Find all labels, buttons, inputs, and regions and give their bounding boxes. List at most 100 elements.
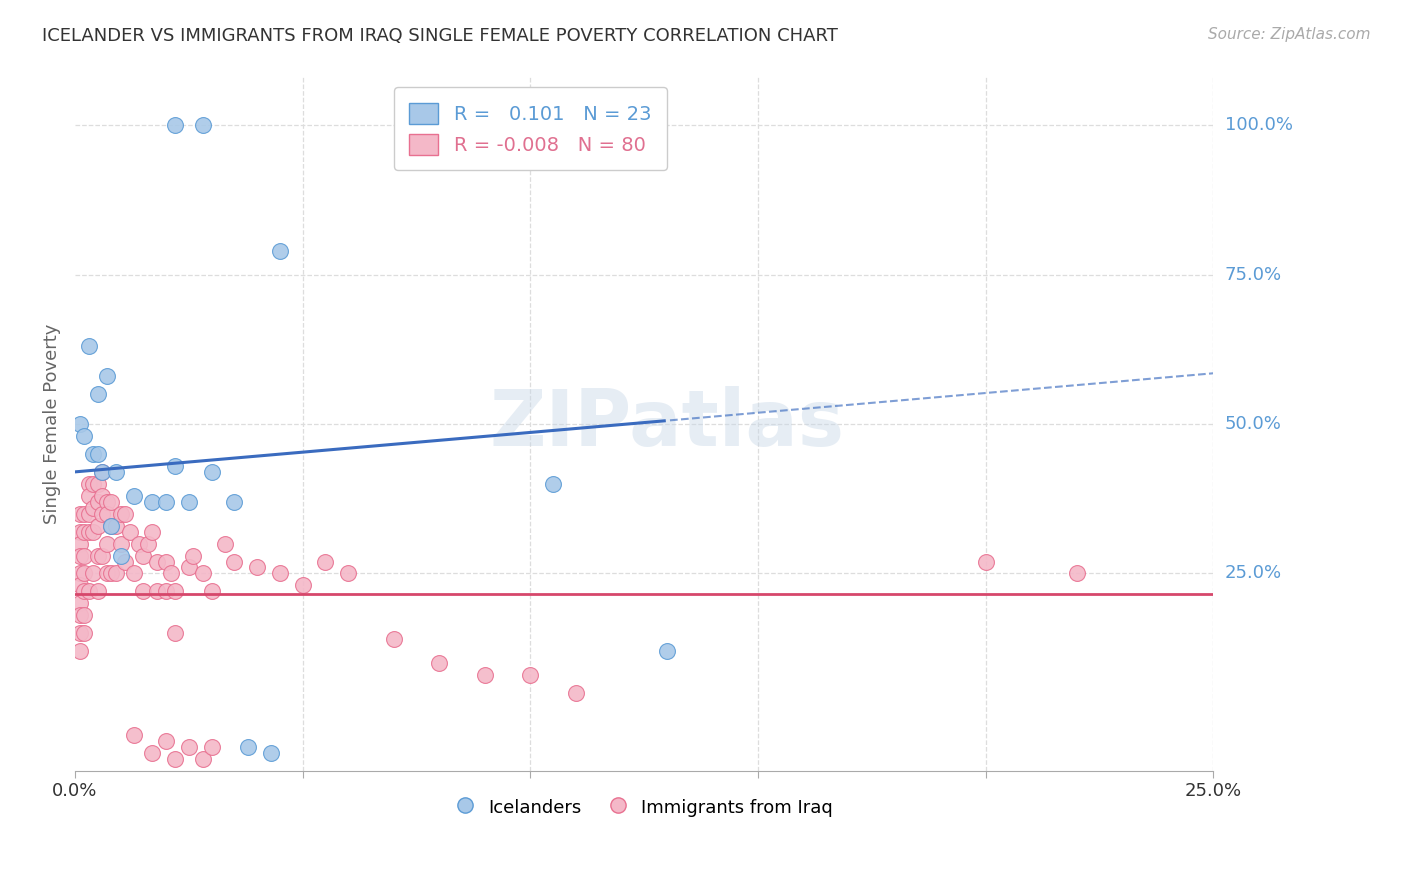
Point	[224, 495, 246, 509]
Point	[73, 608, 96, 623]
Point	[96, 536, 118, 550]
Point	[91, 465, 114, 479]
Point	[382, 632, 405, 647]
Point	[69, 524, 91, 539]
Point	[87, 549, 110, 563]
Point	[73, 626, 96, 640]
Point	[69, 566, 91, 581]
Point	[122, 566, 145, 581]
Point	[100, 495, 122, 509]
Point	[141, 495, 163, 509]
Point	[427, 656, 450, 670]
Point	[104, 518, 127, 533]
Point	[73, 507, 96, 521]
Point	[73, 584, 96, 599]
Point	[73, 524, 96, 539]
Point	[77, 507, 100, 521]
Point	[141, 524, 163, 539]
Point	[91, 549, 114, 563]
Point	[260, 746, 283, 760]
Point	[91, 507, 114, 521]
Point	[214, 536, 236, 550]
Point	[110, 536, 132, 550]
Point	[224, 555, 246, 569]
Point	[69, 644, 91, 658]
Point	[104, 566, 127, 581]
Point	[69, 417, 91, 431]
Point	[96, 495, 118, 509]
Point	[565, 686, 588, 700]
Point	[146, 555, 169, 569]
Point	[82, 524, 104, 539]
Point	[73, 549, 96, 563]
Point	[165, 752, 187, 766]
Point	[314, 555, 336, 569]
Point	[77, 489, 100, 503]
Point	[122, 728, 145, 742]
Point	[155, 734, 177, 748]
Point	[114, 555, 136, 569]
Point	[474, 668, 496, 682]
Point	[69, 608, 91, 623]
Point	[132, 549, 155, 563]
Point	[69, 536, 91, 550]
Point	[191, 566, 214, 581]
Point	[77, 584, 100, 599]
Point	[141, 746, 163, 760]
Point	[155, 495, 177, 509]
Point	[69, 507, 91, 521]
Point	[82, 500, 104, 515]
Point	[87, 495, 110, 509]
Point	[236, 739, 259, 754]
Text: 75.0%: 75.0%	[1225, 266, 1282, 284]
Point	[69, 549, 91, 563]
Point	[73, 429, 96, 443]
Point	[155, 584, 177, 599]
Point	[177, 560, 200, 574]
Point	[100, 518, 122, 533]
Point	[87, 447, 110, 461]
Point	[519, 668, 541, 682]
Point	[96, 369, 118, 384]
Text: ZIPatlas: ZIPatlas	[489, 386, 845, 462]
Point	[132, 584, 155, 599]
Point	[201, 584, 224, 599]
Point	[77, 339, 100, 353]
Point	[165, 458, 187, 473]
Point	[77, 476, 100, 491]
Text: 100.0%: 100.0%	[1225, 116, 1292, 135]
Point	[201, 465, 224, 479]
Point	[291, 578, 314, 592]
Point	[110, 549, 132, 563]
Point	[87, 584, 110, 599]
Point	[165, 584, 187, 599]
Point	[110, 507, 132, 521]
Point	[82, 476, 104, 491]
Point	[183, 549, 205, 563]
Point	[146, 584, 169, 599]
Point	[87, 387, 110, 401]
Point	[82, 447, 104, 461]
Point	[69, 578, 91, 592]
Point	[974, 555, 997, 569]
Point	[541, 476, 564, 491]
Text: ICELANDER VS IMMIGRANTS FROM IRAQ SINGLE FEMALE POVERTY CORRELATION CHART: ICELANDER VS IMMIGRANTS FROM IRAQ SINGLE…	[42, 27, 838, 45]
Text: 25.0%: 25.0%	[1225, 565, 1282, 582]
Point	[114, 507, 136, 521]
Point	[155, 555, 177, 569]
Text: Source: ZipAtlas.com: Source: ZipAtlas.com	[1208, 27, 1371, 42]
Point	[655, 644, 678, 658]
Point	[165, 118, 187, 132]
Point	[191, 118, 214, 132]
Point	[100, 566, 122, 581]
Point	[100, 518, 122, 533]
Point	[159, 566, 181, 581]
Point	[177, 495, 200, 509]
Point	[136, 536, 159, 550]
Point	[246, 560, 269, 574]
Point	[96, 566, 118, 581]
Point	[69, 596, 91, 610]
Point	[201, 739, 224, 754]
Point	[104, 465, 127, 479]
Text: 50.0%: 50.0%	[1225, 415, 1281, 434]
